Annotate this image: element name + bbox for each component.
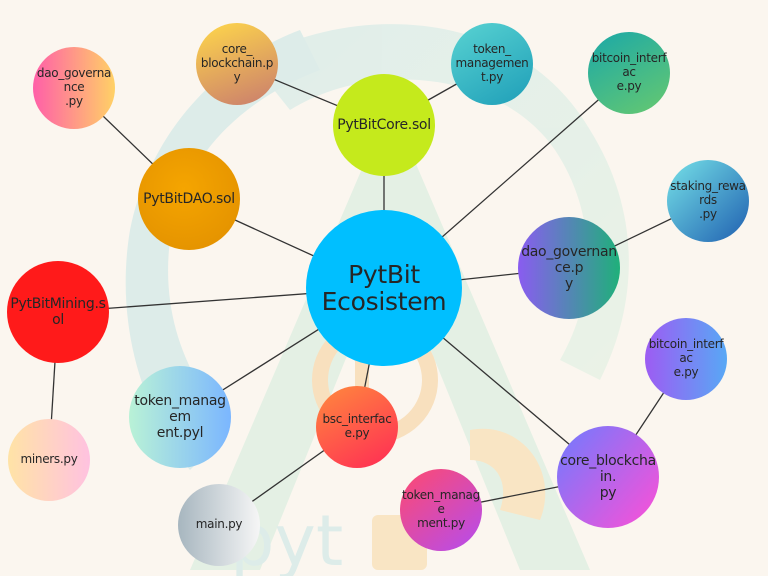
node-bitcoin-interface-top-label: bitcoin_interfac e.py [591, 51, 667, 93]
node-token-management-top-label: token_ management.py [455, 42, 529, 84]
node-dao-governance-right[interactable]: dao_governance.p y [518, 217, 620, 319]
center-label-line2: Ecosistem [321, 287, 447, 316]
node-pytbitdao-sol-label: PytBitDAO.sol [143, 190, 235, 207]
node-staking-rewards[interactable]: staking_rewards .py [667, 160, 749, 242]
node-center-pytbit-ecosistem[interactable]: PytBit Ecosistem [306, 210, 462, 366]
center-label-line1: PytBit [348, 259, 420, 289]
node-core-blockchain-top[interactable]: core_ blockchain.py [196, 23, 278, 105]
node-pytbitcore-sol[interactable]: PytBitCore.sol [333, 74, 435, 176]
node-bsc-interface-label: bsc_interface.py [322, 412, 392, 440]
node-core-blockchain-bottom-label: core_blockchain. py [560, 452, 656, 502]
node-miners[interactable]: miners.py [8, 419, 90, 501]
node-bitcoin-interface-right[interactable]: bitcoin_interfac e.py [645, 318, 727, 400]
node-pytbitmining-sol-label: PytBitMining.sol [10, 295, 106, 328]
node-token-management-bottom-label: token_manage ment.py [402, 488, 480, 530]
node-pytbitcore-sol-label: PytBitCore.sol [337, 116, 431, 133]
node-pytbitmining-sol[interactable]: PytBitMining.sol [7, 261, 109, 363]
node-bitcoin-interface-right-label: bitcoin_interfac e.py [648, 337, 724, 379]
node-bsc-interface[interactable]: bsc_interface.py [316, 386, 398, 468]
node-core-blockchain-top-label: core_ blockchain.py [200, 42, 274, 84]
node-dao-governance-left[interactable]: dao_governance .py [33, 47, 115, 129]
node-token-management-left[interactable]: token_managem ent.pyl [129, 366, 231, 468]
node-dao-governance-left-label: dao_governance .py [36, 66, 112, 108]
node-main-label: main.py [195, 517, 243, 532]
node-token-management-top[interactable]: token_ management.py [451, 23, 533, 105]
node-staking-rewards-label: staking_rewards .py [670, 179, 746, 221]
node-bitcoin-interface-top[interactable]: bitcoin_interfac e.py [588, 32, 670, 114]
node-dao-governance-right-label: dao_governance.p y [521, 243, 617, 293]
node-pytbitdao-sol[interactable]: PytBitDAO.sol [138, 148, 240, 250]
node-token-management-left-label: token_managem ent.pyl [134, 392, 226, 442]
node-miners-label: miners.py [20, 452, 78, 467]
node-main[interactable]: main.py [178, 484, 260, 566]
node-token-management-bottom[interactable]: token_manage ment.py [400, 469, 482, 551]
node-core-blockchain-bottom[interactable]: core_blockchain. py [557, 426, 659, 528]
